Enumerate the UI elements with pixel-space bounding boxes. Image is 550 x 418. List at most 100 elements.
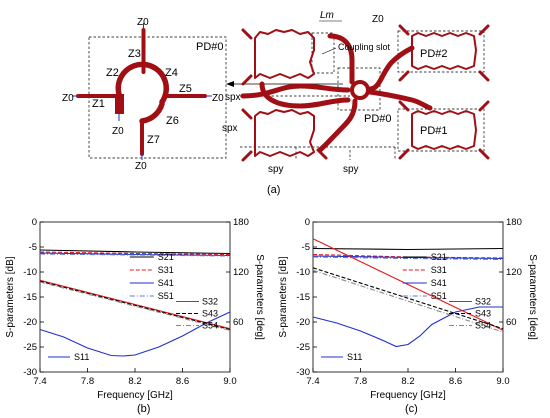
legend-label: S32 bbox=[475, 297, 491, 307]
y-left-tick-label: -30 bbox=[23, 367, 37, 378]
legend-label: S32 bbox=[202, 297, 218, 307]
y-left-tick-label: -25 bbox=[23, 342, 37, 353]
series-s31 bbox=[39, 251, 231, 256]
pd0-network-label: PD#0 bbox=[364, 113, 392, 125]
pd0-network-box bbox=[337, 67, 381, 111]
panel-a-label: (a) bbox=[267, 184, 280, 196]
y-right-tick-label: 60 bbox=[506, 317, 517, 328]
z0-right-label: Z0 bbox=[212, 93, 224, 104]
y-left-tick-label: -20 bbox=[296, 317, 310, 328]
legend-label: S21 bbox=[431, 252, 447, 262]
pd2-meander bbox=[411, 32, 477, 70]
legend-label: S11 bbox=[74, 352, 89, 362]
z3-label: Z3 bbox=[128, 48, 141, 60]
z7-label: Z7 bbox=[147, 134, 160, 146]
z0-top-label: Z0 bbox=[137, 17, 149, 28]
x-tick-label: 8.6 bbox=[176, 376, 189, 387]
lower-meander-unit bbox=[254, 109, 315, 157]
x-tick-label: 9.0 bbox=[223, 376, 236, 387]
panel-b-label: (b) bbox=[137, 403, 150, 415]
z4-label: Z4 bbox=[165, 67, 178, 79]
y-left-tick-label: -5 bbox=[29, 242, 37, 253]
spx-lower-label: spx bbox=[222, 123, 238, 134]
feed-top bbox=[327, 33, 355, 85]
feed-pd2 bbox=[367, 45, 415, 92]
z2-label: Z2 bbox=[106, 67, 119, 79]
y-right-tick-label: 60 bbox=[233, 317, 244, 328]
legend-label: S54 bbox=[202, 321, 218, 331]
legend-label: S31 bbox=[158, 265, 174, 275]
series-s43 bbox=[312, 267, 504, 330]
y-left-tick-label: 0 bbox=[32, 217, 37, 228]
series-s21 bbox=[312, 247, 504, 251]
legend: S21 S31 S41 S51 S32 S43 S54 S11 bbox=[321, 252, 491, 362]
x-tick-label: 7.8 bbox=[354, 376, 367, 387]
y-right-axis-label: S-parameters [deg] bbox=[254, 254, 265, 340]
z6-label: Z6 bbox=[166, 115, 179, 127]
series-s51 bbox=[39, 253, 231, 257]
lm-label: Lm bbox=[320, 10, 334, 21]
series-s54 bbox=[312, 269, 504, 333]
series-s54 bbox=[39, 281, 231, 331]
y-left-axis-label: S-parameters [dB] bbox=[5, 256, 16, 337]
pd0-zoom-label: PD#0 bbox=[196, 41, 224, 53]
z0-mid-label: Z0 bbox=[112, 126, 124, 137]
pd2-box bbox=[397, 30, 485, 73]
series-s43 bbox=[39, 280, 231, 331]
pd1-label: PD#1 bbox=[420, 125, 448, 137]
ring-lower-arc bbox=[139, 101, 165, 124]
feed-pd1 bbox=[367, 89, 433, 111]
z0-left-label: Z0 bbox=[62, 93, 74, 104]
z0-bottom-label: Z0 bbox=[135, 161, 147, 172]
x-tick-label: 7.4 bbox=[306, 376, 319, 387]
legend-label: S51 bbox=[431, 291, 447, 301]
series-s32 bbox=[39, 279, 231, 330]
x-tick-label: 7.8 bbox=[81, 376, 94, 387]
legend-label: S43 bbox=[202, 309, 218, 319]
y-left-tick-label: -25 bbox=[296, 342, 310, 353]
feed-lower-left bbox=[259, 81, 351, 109]
legend-label: S11 bbox=[347, 352, 362, 362]
series-s51 bbox=[312, 256, 504, 261]
coupling-slot-label: Coupling slot bbox=[338, 42, 391, 52]
y-left-tick-label: -15 bbox=[23, 292, 37, 303]
y-left-tick-label: -10 bbox=[23, 267, 37, 278]
x-tick-label: 8.6 bbox=[449, 376, 462, 387]
y-left-tick-label: -30 bbox=[296, 367, 310, 378]
pd0-ring bbox=[350, 80, 370, 100]
y-right-tick-label: 180 bbox=[506, 217, 522, 228]
z0-network-label: Z0 bbox=[372, 14, 384, 25]
series-s11 bbox=[312, 306, 503, 348]
panel-c-label: (c) bbox=[405, 403, 418, 415]
series-s21 bbox=[39, 249, 231, 255]
pd1-box bbox=[397, 108, 485, 152]
chart-panel-b: 7.4 7.8 8.2 8.6 9.0 0 -5 -10 -15 -20 -25 -30 180 120 6… bbox=[5, 217, 265, 401]
y-left-tick-label: -15 bbox=[296, 292, 310, 303]
ring-trace bbox=[115, 61, 169, 105]
y-right-tick-label: 180 bbox=[233, 217, 249, 228]
y-left-tick-label: -5 bbox=[302, 242, 310, 253]
pd2-label: PD#2 bbox=[420, 48, 448, 60]
spy-left-label: spy bbox=[268, 164, 284, 175]
pd1-meander bbox=[411, 110, 477, 150]
z2-stub bbox=[115, 94, 124, 114]
y-left-tick-label: -10 bbox=[296, 267, 310, 278]
y-left-tick-label: 0 bbox=[305, 217, 310, 228]
legend-label: S41 bbox=[158, 278, 174, 288]
panel-a-diagram: Z0 Z0 Z0 Z0 Z0 Z1 Z2 Z3 Z4 Z5 Z6 Z7 PD#0 bbox=[62, 10, 490, 196]
y-right-tick-label: 120 bbox=[506, 267, 522, 278]
port-stubs bbox=[241, 24, 490, 162]
y-right-axis-label: S-parameters [deg] bbox=[527, 254, 538, 340]
zoom-pointer-arrowhead bbox=[226, 81, 234, 87]
x-tick-label: 9.0 bbox=[496, 376, 509, 387]
y-left-tick-label: -20 bbox=[23, 317, 37, 328]
series-s11 bbox=[39, 311, 231, 357]
legend-label: S54 bbox=[475, 321, 491, 331]
x-tick-label: 8.2 bbox=[128, 376, 141, 387]
y-right-tick-label: 120 bbox=[233, 267, 249, 278]
chart-panel-c: 7.4 7.8 8.2 8.6 9.0 0 -5 -10 -15 -20 -25 -30 180 120 6… bbox=[278, 217, 538, 401]
spx-upper-label: spx bbox=[225, 92, 241, 103]
coupling-slot-box bbox=[311, 32, 335, 74]
